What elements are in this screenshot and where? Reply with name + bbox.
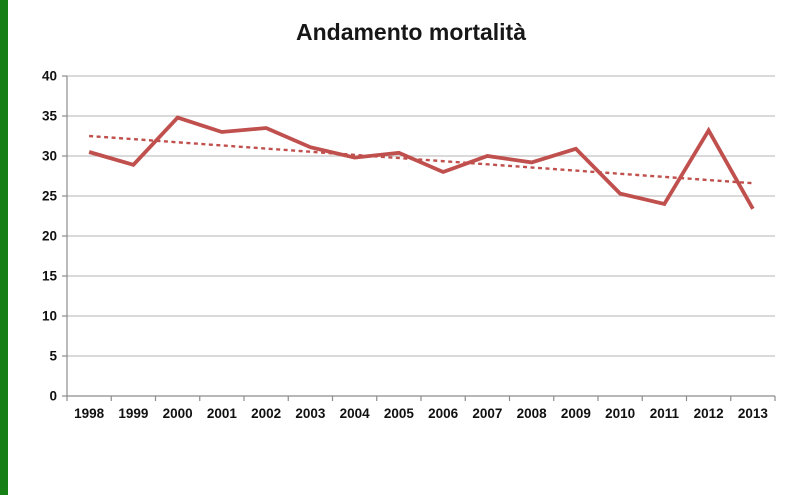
x-axis-tick-label: 2004: [340, 406, 371, 421]
x-axis-tick-label: 2006: [428, 406, 459, 421]
mortality-trendline: [89, 134, 753, 185]
x-axis-tick-label: 2001: [207, 406, 238, 421]
x-axis-tick-label: 2005: [384, 406, 415, 421]
axis-ticks-layer: [62, 75, 776, 401]
x-axis-tick-label: 2002: [251, 406, 281, 421]
x-axis-tick-label: 1999: [118, 406, 148, 421]
x-axis-tick-label: 2003: [295, 406, 326, 421]
axis-labels-layer: 0 5 10 15 20 25 30 35 40 1998 1999 2000 2001 2002 2003…: [42, 69, 768, 422]
x-axis-tick-label: 2000: [163, 406, 193, 421]
x-axis-tick-label: 2012: [694, 406, 724, 421]
y-axis-tick-label: 35: [42, 109, 58, 124]
x-axis-tick-label: 2011: [650, 406, 680, 421]
mortality-series-line: [88, 115, 755, 210]
y-axis-tick-label: 5: [49, 349, 57, 364]
y-axis-tick-label: 20: [42, 229, 57, 244]
x-axis-tick-label: 2009: [561, 406, 591, 421]
x-axis-tick-label: 2010: [605, 406, 635, 421]
x-axis-tick-label: 2013: [738, 406, 769, 421]
x-axis-tick-label: 1998: [74, 406, 105, 421]
y-axis-tick-label: 15: [42, 269, 58, 284]
y-axis-tick-label: 25: [42, 189, 58, 204]
series-layer: [88, 115, 755, 210]
left-accent-bar: [0, 0, 8, 495]
x-axis-tick-label: 2007: [472, 406, 502, 421]
gridlines-layer: [67, 75, 775, 357]
y-axis-tick-label: 40: [42, 69, 57, 84]
chart-title: Andamento mortalità: [296, 19, 526, 45]
y-axis-tick-label: 0: [49, 389, 57, 404]
y-axis-tick-label: 10: [42, 309, 57, 324]
x-axis-tick-label: 2008: [517, 406, 548, 421]
y-axis-tick-label: 30: [42, 149, 57, 164]
